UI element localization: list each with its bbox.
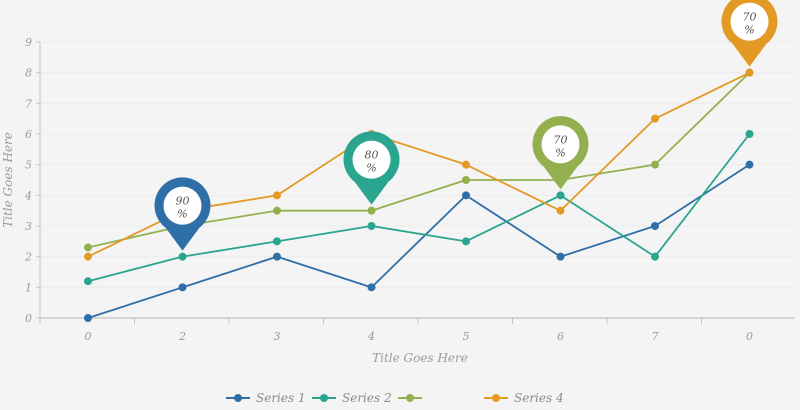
data-point [178,252,187,261]
legend-swatch-dot [492,394,500,402]
legend-swatch-dot [234,394,242,402]
data-point [651,222,659,230]
x-tick-label: 4 [367,330,375,343]
pin-value-label: 70 [743,11,757,24]
data-point [273,191,281,200]
legend-swatch-dot [406,394,414,402]
series-line-1 [87,163,750,319]
y-tick-label: 7 [25,97,32,110]
data-point [84,252,92,261]
data-point [367,206,376,215]
annotation-pins: 90%80%70%70% [154,0,778,251]
data-point [273,206,281,215]
pin-unit-label: % [555,146,565,159]
legend-item: Series 4 [484,391,564,405]
y-tick-label: 6 [25,128,32,141]
data-point [367,222,376,230]
data-point [651,160,659,169]
pin-inner-circle [163,186,202,225]
x-tick-label: 6 [557,330,564,343]
data-point [367,283,376,292]
data-point [84,314,92,322]
pin-unit-label: % [177,208,187,221]
pin-value-label: 90 [176,195,190,208]
y-tick-label: 2 [24,251,32,264]
x-axis-title: Title Goes Here [372,351,468,365]
legend-label: Series 2 [342,391,392,405]
grid-lines [40,41,795,288]
annotation-pin: 80% [343,131,400,205]
pin-unit-label: % [744,24,754,37]
data-point [651,252,659,261]
legend-item: Series 1 [226,391,306,405]
data-point [745,160,754,169]
data-point [178,283,187,292]
annotation-pin: 70% [532,116,589,190]
y-tick-label: 3 [25,220,32,233]
data-point [462,160,470,169]
data-point [273,252,281,261]
y-tick-label: 5 [25,159,32,172]
y-tick-label: 1 [25,281,32,294]
data-point [556,191,565,200]
y-tick-label: 4 [24,189,32,202]
pin-inner-circle [352,140,391,179]
data-point [84,277,92,286]
x-tick-label: 0 [85,330,92,343]
legend-item: Series 2 [312,391,392,405]
data-point [556,206,565,215]
pin-inner-circle [730,2,769,41]
legend-label: Series 4 [514,391,564,405]
data-point [462,191,470,200]
data-point [84,243,92,252]
data-point [462,176,470,184]
x-tick-label: 5 [463,330,470,343]
x-tick-label: 7 [652,330,659,343]
y-tick-label: 0 [25,312,32,325]
pin-value-label: 70 [554,133,568,146]
y-tick-label: 8 [25,67,32,80]
legend: Series 1 Series 2 Series 4 [226,391,564,405]
pin-inner-circle [541,125,580,164]
data-point [273,237,281,246]
series-line-2 [87,133,751,283]
legend-item [398,394,422,402]
legend-label: Series 1 [256,391,306,405]
pin-unit-label: % [366,162,376,175]
data-point [745,130,754,138]
x-tick-label: 0 [746,330,753,343]
x-tick-label: 3 [274,330,281,343]
data-point [651,114,659,123]
annotation-pin: 90% [154,177,211,251]
pin-value-label: 80 [365,149,379,162]
annotation-pin: 70% [721,0,778,67]
x-tick-label: 2 [178,330,186,343]
y-axis-title: Title Goes Here [1,132,15,228]
y-tick-label: 9 [25,36,32,49]
data-point [556,252,565,261]
data-point [745,68,754,77]
legend-swatch-dot [320,394,328,402]
data-point [462,237,470,246]
